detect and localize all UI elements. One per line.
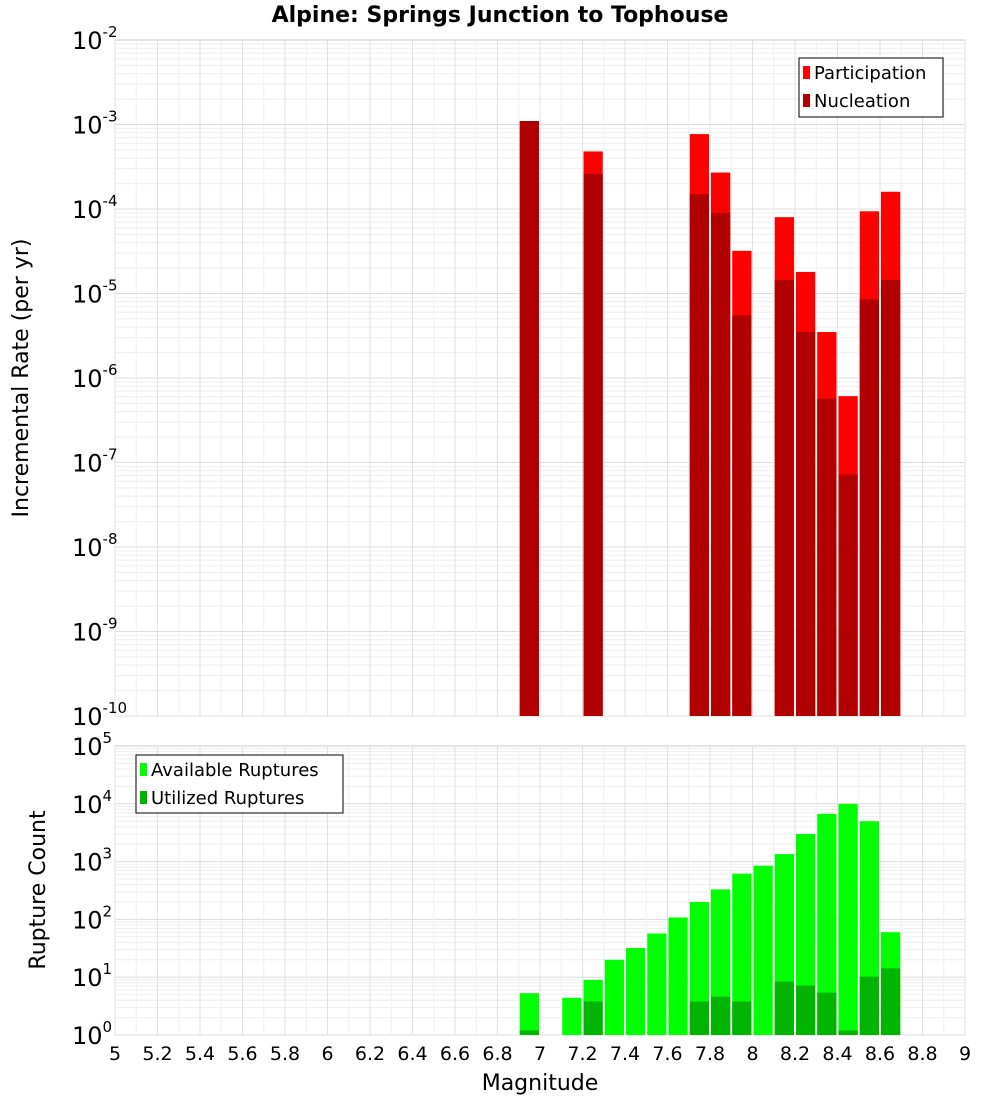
x-tick-label: 7.4 xyxy=(610,1043,640,1065)
x-tick-label: 5.2 xyxy=(142,1043,172,1065)
legend-swatch-nucleation xyxy=(803,94,810,107)
legend-label-available-ruptures: Available Ruptures xyxy=(151,760,319,781)
x-tick-label: 7.2 xyxy=(567,1043,597,1065)
bottom-bar-available-ruptures xyxy=(562,997,582,1035)
x-tick-labels: 5 5.2 5.4 5.6 5.8 6 6.2 6.4 6.6 6.8 7 7.2 7.4 7.6 7.8 8… xyxy=(109,1043,971,1065)
top-bar-nucleation xyxy=(732,315,752,716)
bottom-y-tick-label: 103 xyxy=(72,845,112,877)
top-y-tick-label: 10-9 xyxy=(72,615,118,647)
x-tick-label: 7.6 xyxy=(652,1043,682,1065)
bottom-y-tick-label: 104 xyxy=(72,787,112,819)
x-tick-label: 8.2 xyxy=(780,1043,810,1065)
bottom-y-tick-label: 105 xyxy=(72,729,112,761)
bottom-legend-box xyxy=(135,754,344,814)
bottom-bar-available-ruptures xyxy=(647,933,667,1035)
bottom-bar-utilized-ruptures xyxy=(881,968,901,1035)
bottom-y-tick-label: 102 xyxy=(72,902,112,934)
top-bar-nucleation xyxy=(817,398,837,716)
legend-label-nucleation: Nucleation xyxy=(814,91,910,112)
top-grid xyxy=(114,40,966,717)
bottom-bar-utilized-ruptures xyxy=(796,985,816,1035)
top-legend-box xyxy=(798,57,944,118)
bottom-legend: Available Ruptures Utilized Ruptures xyxy=(135,754,344,814)
bottom-bar-available-ruptures xyxy=(604,959,624,1035)
top-y-tick-label: 10-8 xyxy=(72,530,118,562)
bottom-bar-available-ruptures xyxy=(817,813,837,1035)
top-y-tick-label: 10-5 xyxy=(72,277,118,309)
top-bar-nucleation xyxy=(838,474,858,716)
top-bar-nucleation xyxy=(689,194,709,716)
bottom-y-tick-label: 101 xyxy=(72,960,112,992)
bottom-bars xyxy=(519,803,901,1035)
x-tick-label: 5.4 xyxy=(185,1043,215,1065)
top-bar-nucleation xyxy=(859,299,879,716)
top-y-axis-title: Incremental Rate (per yr) xyxy=(9,239,34,518)
x-tick-label: 8.6 xyxy=(865,1043,895,1065)
x-tick-label: 8.4 xyxy=(822,1043,852,1065)
top-bar-nucleation xyxy=(881,279,901,716)
x-axis-title: Magnitude xyxy=(482,1071,599,1096)
bottom-y-tick-label: 100 xyxy=(72,1018,112,1050)
bottom-bar-utilized-ruptures xyxy=(583,1001,603,1035)
top-y-tick-label: 10-10 xyxy=(72,699,127,731)
x-tick-label: 6.6 xyxy=(440,1043,470,1065)
top-y-tick-label: 10-2 xyxy=(72,23,118,55)
top-bars xyxy=(519,121,901,717)
x-tick-label: 5 xyxy=(109,1043,121,1065)
bottom-bar-utilized-ruptures xyxy=(774,981,794,1035)
top-y-tick-label: 10-3 xyxy=(72,108,118,140)
bottom-bar-available-ruptures xyxy=(668,917,688,1035)
x-tick-label: 9 xyxy=(959,1043,971,1065)
chart-title: Alpine: Springs Junction to Tophouse xyxy=(272,3,729,28)
top-bar-nucleation xyxy=(774,279,794,716)
top-bar-nucleation xyxy=(796,332,816,716)
bottom-bar-utilized-ruptures xyxy=(859,976,879,1035)
bottom-bar-available-ruptures xyxy=(796,834,816,1035)
legend-label-participation: Participation xyxy=(814,63,926,84)
top-bar-nucleation xyxy=(583,173,603,716)
x-tick-label: 7.8 xyxy=(695,1043,725,1065)
bottom-bar-utilized-ruptures xyxy=(838,1030,858,1035)
legend-swatch-utilized-ruptures xyxy=(140,791,147,804)
top-legend: Participation Nucleation xyxy=(798,57,944,118)
x-tick-label: 8 xyxy=(746,1043,758,1065)
bottom-bar-utilized-ruptures xyxy=(689,1001,709,1035)
top-panel: 10-2 10-3 10-4 10-5 10-6 10-7 10-8 10-9 10-10 In… xyxy=(9,23,966,731)
x-tick-label: 6.8 xyxy=(482,1043,512,1065)
bottom-bar-available-ruptures xyxy=(732,873,752,1035)
top-bar-nucleation xyxy=(711,212,731,716)
bottom-bar-available-ruptures xyxy=(753,865,773,1035)
x-tick-label: 5.8 xyxy=(270,1043,300,1065)
x-tick-label: 8.8 xyxy=(907,1043,937,1065)
legend-swatch-participation xyxy=(803,66,810,79)
bottom-bar-available-ruptures xyxy=(838,803,858,1035)
bottom-panel: 105 104 103 102 101 100 Rupture Count Availab… xyxy=(26,729,971,1096)
bottom-bar-available-ruptures xyxy=(519,993,539,1035)
x-tick-label: 6.2 xyxy=(355,1043,385,1065)
bottom-bar-utilized-ruptures xyxy=(817,992,837,1035)
top-bar-nucleation xyxy=(519,121,539,716)
top-y-tick-label: 10-7 xyxy=(72,446,118,478)
bottom-bar-utilized-ruptures xyxy=(519,1030,539,1035)
x-tick-label: 6.4 xyxy=(397,1043,427,1065)
bottom-bar-utilized-ruptures xyxy=(711,996,731,1035)
top-y-tick-label: 10-6 xyxy=(72,361,118,393)
x-tick-label: 6 xyxy=(321,1043,333,1065)
bottom-bar-available-ruptures xyxy=(626,948,646,1035)
x-tick-label: 7 xyxy=(534,1043,546,1065)
bottom-y-tick-labels: 105 104 103 102 101 100 xyxy=(72,729,112,1050)
top-y-tick-labels: 10-2 10-3 10-4 10-5 10-6 10-7 10-8 10-9 10-10 xyxy=(72,23,127,731)
bottom-bar-utilized-ruptures xyxy=(732,1001,752,1035)
bottom-y-axis-title: Rupture Count xyxy=(26,810,51,970)
legend-swatch-available-ruptures xyxy=(140,763,147,776)
top-y-tick-label: 10-4 xyxy=(72,192,118,224)
legend-label-utilized-ruptures: Utilized Ruptures xyxy=(151,788,304,809)
x-tick-label: 5.6 xyxy=(227,1043,257,1065)
